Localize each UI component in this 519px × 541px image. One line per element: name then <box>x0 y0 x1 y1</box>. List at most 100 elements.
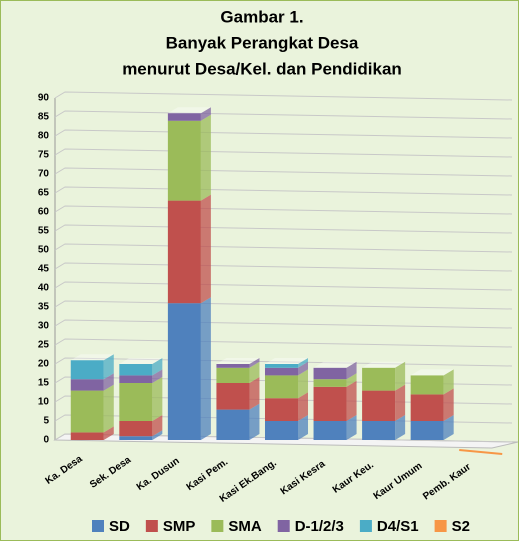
y-tick-label: 90 <box>38 93 50 104</box>
chart-title: menurut Desa/Kel. dan Pendidikan <box>122 59 402 78</box>
grid-line <box>54 167 513 177</box>
y-tick-label: 35 <box>38 302 50 313</box>
bar-side <box>443 388 454 421</box>
bar-side <box>443 415 454 440</box>
legend-label: D4/S1 <box>377 518 419 535</box>
bar-segment <box>313 386 347 421</box>
bar-top <box>70 354 114 361</box>
bar-segment <box>410 375 444 395</box>
bar-side <box>249 361 260 383</box>
bar-segment <box>70 432 104 440</box>
bar-side <box>395 415 406 440</box>
bar-side <box>103 373 114 391</box>
bar-segment <box>362 421 396 440</box>
grid-line <box>54 224 513 234</box>
grid-line <box>54 186 513 196</box>
y-tick-label: 25 <box>38 340 50 351</box>
bar-side <box>152 430 163 440</box>
bar-side <box>152 377 163 421</box>
bar-segment <box>264 398 299 421</box>
bar-top <box>410 369 454 376</box>
y-tick-label: 65 <box>38 188 50 199</box>
y-tick-label: 10 <box>38 397 50 408</box>
bar-segment <box>70 379 104 391</box>
bar-side <box>200 194 211 304</box>
bar-segment <box>216 367 250 383</box>
bar-segment <box>119 383 153 421</box>
bar-top <box>119 358 163 364</box>
y-tick-label: 30 <box>38 321 50 332</box>
legend-label: S2 <box>452 518 470 535</box>
y-tick-label: 5 <box>43 416 49 427</box>
bar-segment <box>167 303 201 440</box>
bar-side <box>346 361 357 380</box>
bar-side <box>395 361 406 391</box>
legend-label: SD <box>109 518 130 535</box>
grid-line <box>54 338 513 348</box>
bar-side <box>249 403 260 440</box>
grid-line <box>54 300 513 310</box>
grid-line <box>54 281 513 291</box>
y-tick-label: 80 <box>38 131 50 142</box>
bar-segment <box>313 367 347 380</box>
bar-segment <box>362 367 396 391</box>
bar-segment <box>264 364 299 368</box>
bar-segment <box>216 383 250 410</box>
bar-segment <box>167 113 201 121</box>
bar-side <box>152 358 163 376</box>
y-tick-label: 40 <box>38 283 50 294</box>
bar-side <box>298 415 309 440</box>
y-tick-label: 85 <box>38 112 50 123</box>
grid-line <box>54 262 513 272</box>
bar-side <box>103 426 114 440</box>
legend-label: SMP <box>163 518 196 535</box>
bar-segment <box>119 421 153 437</box>
bar-side <box>346 373 357 387</box>
bar-top <box>167 107 211 114</box>
grid-line <box>54 319 513 329</box>
bar-side <box>249 358 260 368</box>
bar-side <box>152 369 163 383</box>
bar-side <box>200 297 211 440</box>
bar-top <box>362 361 406 368</box>
bar-segment <box>167 120 201 201</box>
bar-segment <box>264 367 299 376</box>
bar-side <box>395 384 406 421</box>
bar-segment <box>70 360 104 380</box>
bar-side <box>200 114 211 201</box>
y-tick-label: 60 <box>38 207 50 218</box>
y-tick-label: 20 <box>38 359 50 370</box>
bar-segment <box>313 379 347 387</box>
grid-line <box>54 110 513 120</box>
bar-side <box>200 107 211 121</box>
legend-swatch <box>145 520 158 532</box>
bar-side <box>298 369 309 399</box>
bar-side <box>152 415 163 437</box>
bar-segment <box>410 394 444 421</box>
bar-side <box>346 415 357 440</box>
y-tick-label: 75 <box>38 150 50 161</box>
bar-side <box>443 369 454 395</box>
grid-line <box>54 148 513 158</box>
bar-segment <box>119 375 153 383</box>
bar-side <box>346 380 357 421</box>
bar-segment <box>167 200 201 304</box>
y-tick-label: 0 <box>43 435 49 446</box>
y-tick-label: 70 <box>38 169 50 180</box>
y-tick-label: 55 <box>38 226 50 237</box>
legend-label: D-1/2/3 <box>295 518 344 535</box>
grid-line <box>54 91 513 101</box>
bar-side <box>298 358 309 368</box>
y-tick-label: 50 <box>38 245 50 256</box>
grid-line <box>54 357 513 367</box>
bar-top <box>313 361 357 368</box>
bar-side <box>298 361 309 376</box>
bar-segment <box>119 364 153 376</box>
y-tick-label: 15 <box>38 378 50 389</box>
bar-top <box>216 358 260 364</box>
bar-flat <box>459 449 503 455</box>
legend-swatch <box>211 520 224 532</box>
bar-side <box>103 384 114 433</box>
